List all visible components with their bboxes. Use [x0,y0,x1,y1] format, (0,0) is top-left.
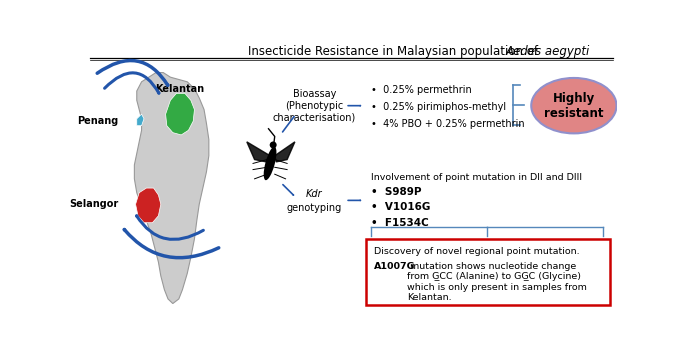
Text: Kelantan: Kelantan [155,84,205,94]
Polygon shape [247,142,270,162]
Text: Selangor: Selangor [69,199,119,209]
Text: genotyping: genotyping [286,203,342,213]
Text: Highly
resistant: Highly resistant [544,92,603,120]
Polygon shape [137,114,144,126]
FancyBboxPatch shape [366,239,610,305]
FancyArrowPatch shape [283,117,294,132]
FancyArrowPatch shape [105,73,159,93]
Text: •  V1016G: • V1016G [371,202,430,212]
Ellipse shape [532,78,616,133]
Text: •  S989P: • S989P [371,187,421,197]
Polygon shape [134,73,209,303]
Text: Kdr: Kdr [306,189,323,199]
Polygon shape [166,93,195,135]
Polygon shape [136,188,161,223]
Text: Involvement of point mutation in DII and DIII: Involvement of point mutation in DII and… [371,173,582,182]
Text: •  F1534C: • F1534C [371,218,429,228]
Ellipse shape [270,142,277,148]
Text: Discovery of novel regional point mutation.: Discovery of novel regional point mutati… [374,247,580,255]
Text: •  0.25% pirimiphos-methyl: • 0.25% pirimiphos-methyl [371,102,506,112]
Text: Aedes aegypti: Aedes aegypti [506,45,590,57]
Text: mutation shows nucleotide change
from G̲CC (Alanine) to GG̲C (Glycine)
which is : mutation shows nucleotide change from G̲… [408,262,587,302]
Polygon shape [275,142,295,162]
Text: Bioassay
(Phenotypic
characterisation): Bioassay (Phenotypic characterisation) [273,89,356,122]
Ellipse shape [264,147,277,180]
Text: •  0.25% permethrin: • 0.25% permethrin [371,85,471,95]
Text: Insecticide Resistance in Malaysian population of: Insecticide Resistance in Malaysian popu… [249,45,542,57]
FancyArrowPatch shape [124,230,219,258]
FancyArrowPatch shape [97,61,168,85]
Text: A1007G: A1007G [374,262,415,271]
FancyArrowPatch shape [283,185,293,195]
FancyArrowPatch shape [136,216,203,239]
Text: Penang: Penang [77,116,119,126]
Text: •  4% PBO + 0.25% permethrin: • 4% PBO + 0.25% permethrin [371,119,525,129]
